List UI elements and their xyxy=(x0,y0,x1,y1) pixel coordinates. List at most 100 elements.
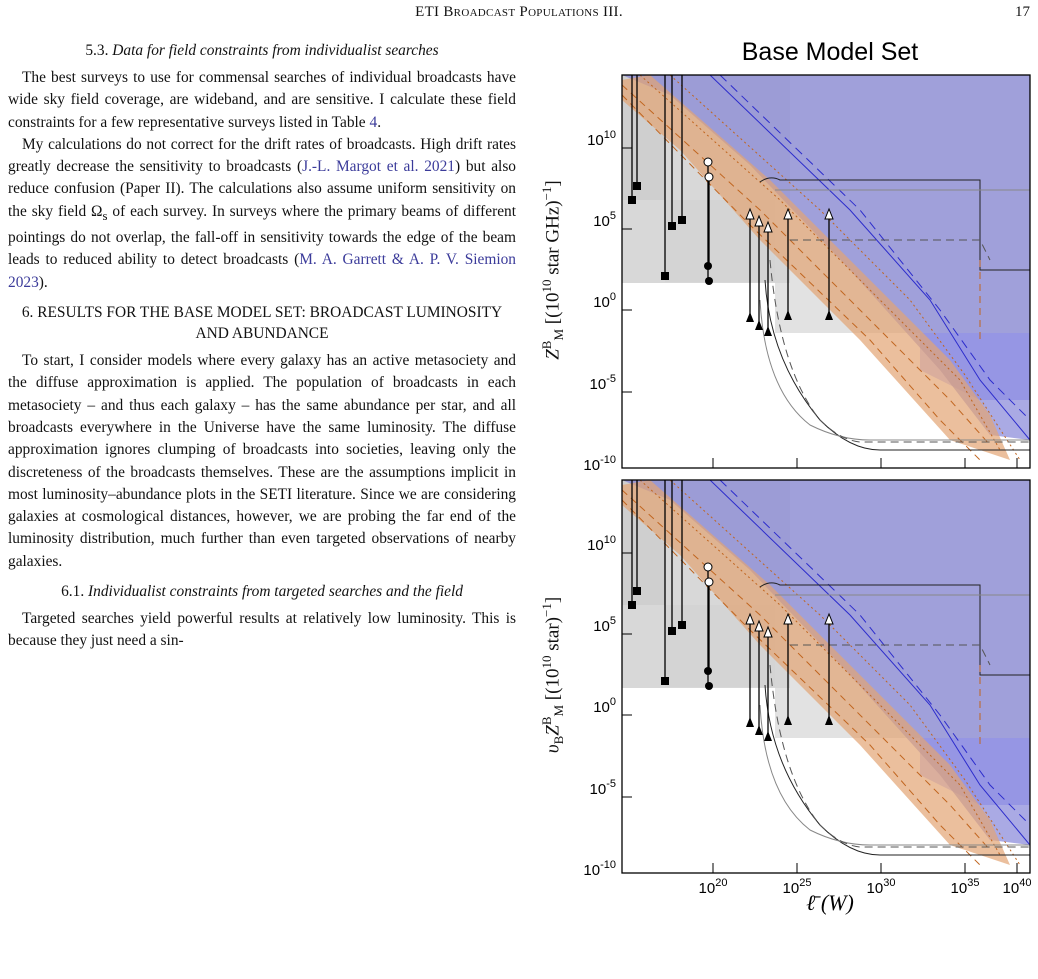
label-part: −1 xyxy=(538,603,554,618)
label-part: 10 xyxy=(538,279,554,293)
tick-base: 10 xyxy=(593,699,610,716)
section-title: Individualist constraints from targeted … xyxy=(88,583,463,601)
section-heading: 6. RESULTS FOR THE BASE MODEL SET: BROAD… xyxy=(8,302,516,344)
label-part: [(10 xyxy=(542,292,564,329)
section-title: RESULTS FOR THE BASE MODEL SET: BROADCAS… xyxy=(37,304,503,343)
tick-exponent: 30 xyxy=(883,877,895,889)
tick-label: 105 xyxy=(593,210,616,230)
text-run: The best surveys to use for commensal se… xyxy=(8,69,516,131)
label-part: ] xyxy=(542,596,564,604)
text-run: s xyxy=(102,208,108,223)
tick-base: 10 xyxy=(590,376,607,393)
tick-base: 10 xyxy=(583,862,600,879)
tick-base: 10 xyxy=(593,213,610,230)
tick-label: 100 xyxy=(593,291,616,311)
tick-base: 10 xyxy=(699,880,716,897)
tick-label: 1010 xyxy=(587,534,616,554)
tick-base: 10 xyxy=(583,457,600,474)
label-part: B xyxy=(538,716,554,726)
tick-label: 1020 xyxy=(699,877,728,897)
figure-title: Base Model Set xyxy=(742,40,919,66)
paragraph: Targeted searches yield powerful results… xyxy=(8,608,516,653)
tick-exponent: 20 xyxy=(715,877,727,889)
label-part: M xyxy=(551,328,567,341)
figure: Base Model Set ℓ̄ (W) 1020 1025 1030 1035 10… xyxy=(583,40,1031,915)
label-part: −1 xyxy=(538,186,554,201)
tick-exponent: -5 xyxy=(606,778,616,790)
tick-exponent: 25 xyxy=(799,877,811,889)
tick-exponent: 0 xyxy=(610,696,616,708)
tick-label: 10-10 xyxy=(583,454,616,474)
tick-base: 10 xyxy=(867,880,884,897)
tick-base: 10 xyxy=(783,880,800,897)
y-axis-label: ZBM [(1010 star GHz)−1] xyxy=(539,180,567,360)
tick-label: 10-10 xyxy=(583,859,616,879)
section-heading: 5.3. Data for field constraints from ind… xyxy=(8,40,516,61)
text-run: of each survey. In surveys where the pri… xyxy=(8,202,516,269)
tick-label: 100 xyxy=(593,696,616,716)
tick-label: 105 xyxy=(593,615,616,635)
text-run: My calculations do not correct for the d… xyxy=(8,135,516,176)
tick-exponent: 10 xyxy=(604,129,616,141)
label-part: star GHz) xyxy=(542,200,564,280)
tick-label: 1025 xyxy=(783,877,812,897)
tick-base: 10 xyxy=(593,618,610,635)
tick-label: 1030 xyxy=(867,877,896,897)
tick-exponent: 5 xyxy=(610,210,616,222)
tick-exponent: 5 xyxy=(610,615,616,627)
tick-exponent: 10 xyxy=(604,534,616,546)
tick-label: 1040 xyxy=(1003,877,1032,897)
tick-label: 1010 xyxy=(587,129,616,149)
label-part: Z xyxy=(542,725,564,736)
plot-bottom xyxy=(622,480,1030,873)
tick-base: 10 xyxy=(593,294,610,311)
tick-base: 10 xyxy=(587,537,604,554)
tick-base: 10 xyxy=(590,781,607,798)
text-run: To start, I consider models where every … xyxy=(8,352,516,570)
label-part: 10 xyxy=(538,655,554,669)
plot-top xyxy=(622,75,1030,468)
tick-exponent: -10 xyxy=(600,859,616,871)
label-part: M xyxy=(551,704,567,717)
citation: 4 xyxy=(369,113,378,131)
text-run: ). xyxy=(38,273,48,291)
text-column: 5.3. Data for field constraints from ind… xyxy=(8,40,516,653)
section-number: 5.3. xyxy=(85,42,109,59)
citation: J.-L. Margot et al. 2021 xyxy=(302,158,455,176)
label-part: [(10 xyxy=(542,668,564,705)
text-run: ) but also reduce confusion (Paper II). … xyxy=(8,158,516,220)
tick-base: 10 xyxy=(951,880,968,897)
tick-base: 10 xyxy=(1003,880,1020,897)
label-part: ] xyxy=(542,180,564,187)
citation: M. A. Garrett & A. P. V. Siemion 2023 xyxy=(8,251,516,291)
tick-exponent: -10 xyxy=(600,454,616,466)
tick-label: 10-5 xyxy=(590,373,616,393)
x-axis-label: ℓ̄ (W) xyxy=(806,890,854,915)
section-number: 6.1. xyxy=(61,583,85,601)
tick-base: 10 xyxy=(587,132,604,149)
paragraph: My calculations do not correct for the d… xyxy=(8,134,516,294)
label-part: B xyxy=(551,735,567,745)
tick-label: 1035 xyxy=(951,877,980,897)
tick-labels: 1020 1025 1030 1035 1040101010510010-510-101… xyxy=(583,129,1031,897)
label-part: star) xyxy=(542,617,564,656)
label-part: B xyxy=(538,340,554,350)
paragraph: The best surveys to use for commensal se… xyxy=(8,67,516,134)
tick-exponent: 0 xyxy=(610,291,616,303)
tick-exponent: -5 xyxy=(606,373,616,385)
tick-exponent: 40 xyxy=(1019,877,1031,889)
label-part: υ xyxy=(542,744,564,754)
tick-label: 10-5 xyxy=(590,778,616,798)
page-number: 17 xyxy=(1015,4,1030,20)
section-heading: 6.1. Individualist constraints from targ… xyxy=(8,581,516,602)
y-axis-label: υBZBM [(1010 star)−1] xyxy=(539,597,567,753)
section-number: 6. xyxy=(21,304,34,322)
text-run: . xyxy=(377,113,382,131)
paragraph: To start, I consider models where every … xyxy=(8,350,516,573)
tick-exponent: 35 xyxy=(967,877,979,889)
running-header: ETI Broadcast Populations III. xyxy=(415,4,623,20)
label-part: Z xyxy=(542,349,564,360)
text-run: Targeted searches yield powerful results… xyxy=(8,610,516,650)
section-title: Data for field constraints from individu… xyxy=(112,42,439,59)
